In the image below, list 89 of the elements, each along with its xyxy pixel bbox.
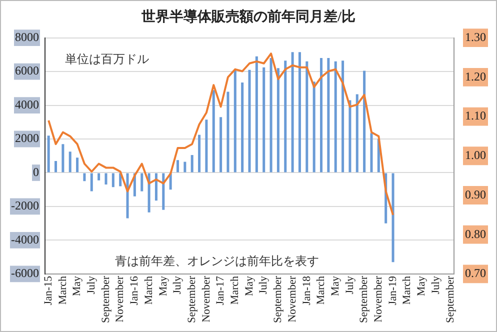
bar xyxy=(234,70,236,172)
bar xyxy=(363,70,366,172)
bar xyxy=(90,173,93,192)
bar xyxy=(342,60,344,172)
bar xyxy=(276,68,280,172)
bar xyxy=(392,173,394,262)
x-tick-label: September xyxy=(272,276,284,324)
y-tick-label: 6000 xyxy=(14,64,39,78)
y2-tick-label: 0.90 xyxy=(465,187,486,202)
x-tick-label: Jan-16 xyxy=(128,275,141,306)
annotation: 単位は百万ドル xyxy=(64,52,149,66)
bar xyxy=(190,155,194,172)
bar xyxy=(212,90,215,172)
x-tick-label: November xyxy=(114,276,126,322)
y2-tick-label: 1.20 xyxy=(465,69,486,84)
x-tick-label: March xyxy=(142,275,155,305)
bar xyxy=(220,117,222,172)
x-tick-label: March xyxy=(56,275,69,305)
chart-title: 世界半導体販売額の前年同月差/比 xyxy=(140,8,356,26)
annotation: 青は前年差、オレンジは前年比を表す xyxy=(114,254,319,268)
x-tick-label: September xyxy=(100,276,112,324)
y-tick-label: 0 xyxy=(32,164,39,179)
x-tick-label: September xyxy=(186,276,198,324)
x-tick-label: November xyxy=(372,276,385,322)
bar xyxy=(184,162,186,172)
bar xyxy=(348,100,352,172)
bar xyxy=(76,158,79,172)
x-tick-label: July xyxy=(430,275,442,294)
x-tick-label: May xyxy=(329,275,342,296)
x-tick-label: Jan-19 xyxy=(386,275,399,306)
x-tick-label: Jan-15 xyxy=(42,275,54,306)
bar xyxy=(356,94,358,172)
x-tick-label: Jan-17 xyxy=(214,275,227,306)
bar xyxy=(226,92,230,172)
y-tick-label: -6000 xyxy=(10,266,39,280)
x-tick-label: May xyxy=(416,275,428,296)
bar xyxy=(370,133,373,172)
x-tick-label: May xyxy=(157,275,170,296)
y-tick-label: -4000 xyxy=(10,232,39,246)
bar xyxy=(327,58,330,172)
bar xyxy=(98,173,100,180)
bar xyxy=(162,173,165,210)
y2-tick-label: 1.00 xyxy=(465,148,486,162)
x-tick-label: July xyxy=(258,275,270,294)
x-tick-label: March xyxy=(401,275,414,305)
bar xyxy=(47,136,50,172)
y-tick-label: 8000 xyxy=(14,30,39,44)
y2-tick-label: 0.80 xyxy=(465,226,486,241)
y-tick-label: 4000 xyxy=(14,97,39,112)
bar xyxy=(68,152,72,172)
bar xyxy=(320,58,323,172)
x-tick-label: November xyxy=(286,276,298,322)
x-tick-label: Jan-18 xyxy=(300,275,313,306)
x-tick-label: March xyxy=(315,275,328,305)
bar xyxy=(241,82,244,172)
x-tick-label: July xyxy=(172,275,184,294)
bar xyxy=(298,52,301,172)
x-tick-label: May xyxy=(243,275,256,296)
x-tick-label: May xyxy=(71,275,84,296)
x-tick-label: July xyxy=(344,275,356,294)
bar xyxy=(140,173,144,192)
bar xyxy=(291,52,294,172)
bar xyxy=(154,173,158,201)
bar xyxy=(312,82,316,172)
bar xyxy=(198,134,201,172)
x-tick-label: September xyxy=(444,276,456,324)
bar xyxy=(270,58,272,172)
y2-tick-label: 1.30 xyxy=(465,30,486,44)
bar xyxy=(262,67,266,172)
x-tick-label: March xyxy=(229,275,242,305)
x-tick-label: July xyxy=(86,275,98,294)
bar xyxy=(112,173,114,188)
bar xyxy=(306,61,308,172)
x-tick-label: September xyxy=(358,276,370,324)
bar xyxy=(176,160,179,172)
bar xyxy=(83,173,86,182)
y2-tick-label: 1.10 xyxy=(465,108,486,123)
bar xyxy=(104,173,108,185)
bar xyxy=(255,56,258,172)
x-tick-label: November xyxy=(200,276,212,322)
y2-tick-label: 0.70 xyxy=(465,266,486,280)
bar xyxy=(284,60,287,172)
y-tick-label: -2000 xyxy=(10,198,39,213)
y-tick-label: 2000 xyxy=(14,131,39,146)
bar xyxy=(334,61,337,172)
bar xyxy=(54,160,58,172)
bar xyxy=(62,144,64,172)
bar xyxy=(248,70,251,172)
bar xyxy=(205,120,208,172)
